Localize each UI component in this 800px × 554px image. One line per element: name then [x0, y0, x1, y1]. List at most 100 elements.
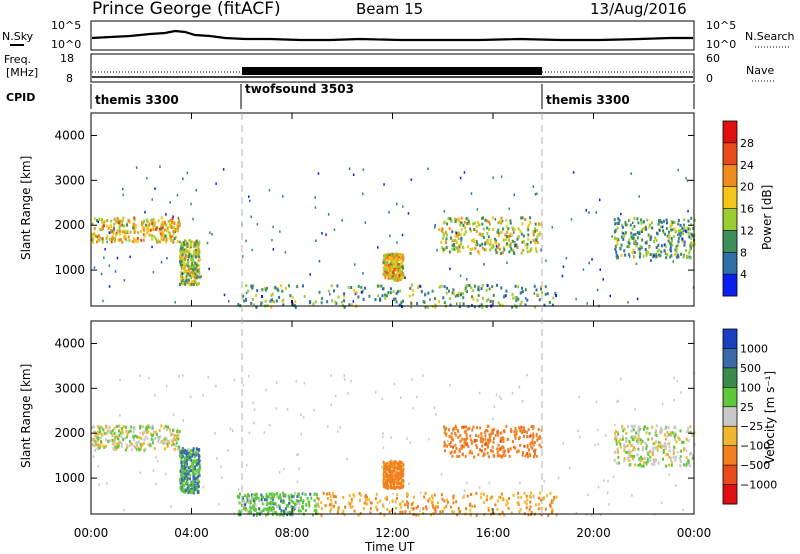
- scatter-speck: [668, 473, 670, 476]
- scatter-cell: [393, 275, 396, 279]
- scatter-cell: [646, 250, 649, 254]
- scatter-cell: [383, 479, 386, 483]
- scatter-cell: [630, 235, 633, 239]
- scatter-cell: [507, 235, 510, 239]
- scatter-cell: [124, 436, 126, 440]
- scatter-cell: [180, 454, 183, 458]
- scatter-cell: [489, 248, 492, 252]
- scatter-cell: [463, 430, 466, 434]
- scatter-cell: [655, 255, 658, 259]
- scatter-cell: [152, 220, 155, 224]
- scatter-cell: [458, 450, 461, 454]
- scatter-speck: [339, 426, 341, 429]
- scatter-cell: [176, 436, 179, 440]
- scatter-cell: [287, 494, 290, 498]
- scatter-speck: [396, 241, 398, 244]
- scatter-cell: [195, 239, 198, 243]
- scatter-cell: [640, 218, 643, 222]
- scatter-speck: [680, 391, 682, 394]
- scatter-cell: [674, 458, 677, 462]
- scatter-cell: [673, 431, 676, 435]
- scatter-cell: [669, 242, 672, 246]
- scatter-cell: [136, 236, 139, 240]
- scatter-cell: [517, 297, 520, 301]
- scatter-cell: [396, 482, 399, 485]
- scatter-cell: [430, 513, 432, 517]
- scatter-cell: [118, 219, 121, 223]
- scatter-cell: [459, 510, 462, 513]
- scatter-cell: [190, 452, 193, 456]
- scatter-cell: [384, 296, 387, 300]
- scatter-cell: [246, 499, 249, 503]
- scatter-speck: [597, 428, 599, 432]
- scatter-speck: [673, 398, 675, 402]
- scatter-cell: [436, 505, 439, 509]
- scatter-cell: [119, 224, 122, 228]
- scatter-cell: [636, 217, 639, 221]
- scatter-speck: [228, 300, 230, 303]
- scatter-cell: [181, 258, 184, 261]
- scatter-cell: [526, 455, 529, 459]
- scatter-cell: [190, 469, 192, 473]
- scatter-cell: [239, 492, 241, 496]
- scatter-cell: [178, 218, 181, 222]
- scatter-cell: [457, 436, 460, 439]
- scatter-speck: [512, 231, 515, 234]
- colorbar-swatch: [723, 406, 737, 427]
- scatter-speck: [470, 192, 473, 195]
- scatter-cell: [628, 449, 631, 453]
- scatter-cell: [500, 252, 503, 255]
- scatter-cell: [448, 428, 451, 432]
- scatter-cell: [243, 507, 246, 511]
- scatter-cell: [652, 449, 655, 453]
- scatter-cell: [198, 255, 201, 259]
- scatter-cell: [116, 445, 119, 449]
- scatter-cell: [532, 494, 535, 498]
- cpid-segment-3: themis 3300: [546, 93, 630, 107]
- scatter-cell: [303, 295, 306, 298]
- scatter-cell: [635, 439, 638, 443]
- scatter-speck: [389, 234, 391, 238]
- scatter-cell: [451, 230, 454, 234]
- scatter-cell: [131, 442, 133, 446]
- colorbar-tick-label: 16: [740, 203, 754, 216]
- scatter-speck: [346, 458, 348, 461]
- scatter-cell: [400, 468, 402, 472]
- scatter-cell: [520, 425, 523, 429]
- scatter-cell: [376, 501, 379, 505]
- scatter-cell: [535, 250, 538, 253]
- scatter-cell: [632, 435, 635, 438]
- scatter-cell: [110, 225, 113, 229]
- scatter-cell: [530, 425, 533, 428]
- scatter-cell: [313, 492, 316, 496]
- scatter-cell: [613, 218, 616, 222]
- power-ylabel: Slant Range [km]: [19, 156, 33, 260]
- scatter-cell: [485, 288, 488, 292]
- scatter-cell: [120, 442, 123, 445]
- scatter-cell: [492, 453, 495, 457]
- scatter-cell: [105, 438, 108, 442]
- scatter-cell: [149, 432, 152, 436]
- scatter-cell: [423, 300, 426, 304]
- scatter-cell: [251, 298, 254, 301]
- scatter-cell: [631, 227, 634, 231]
- scatter-cell: [411, 293, 414, 297]
- scatter-cell: [197, 458, 200, 461]
- scatter-cell: [474, 434, 477, 437]
- scatter-cell: [186, 490, 189, 494]
- scatter-speck: [192, 217, 194, 221]
- scatter-cell: [425, 507, 428, 511]
- sky-noise-panel: N.Sky 10^5 10^0 10^5 10^0 N.Search: [2, 19, 795, 51]
- scatter-cell: [375, 505, 378, 509]
- scatter-speck: [248, 431, 251, 435]
- scatter-cell: [149, 228, 152, 232]
- scatter-cell: [177, 221, 180, 225]
- scatter-cell: [462, 224, 465, 227]
- scatter-cell: [182, 455, 185, 459]
- scatter-speck: [400, 396, 402, 399]
- freq-tick-top: 18: [60, 52, 74, 65]
- scatter-cell: [333, 494, 336, 498]
- scatter-cell: [443, 220, 446, 224]
- scatter-cell: [650, 235, 653, 239]
- scatter-speck: [677, 168, 679, 172]
